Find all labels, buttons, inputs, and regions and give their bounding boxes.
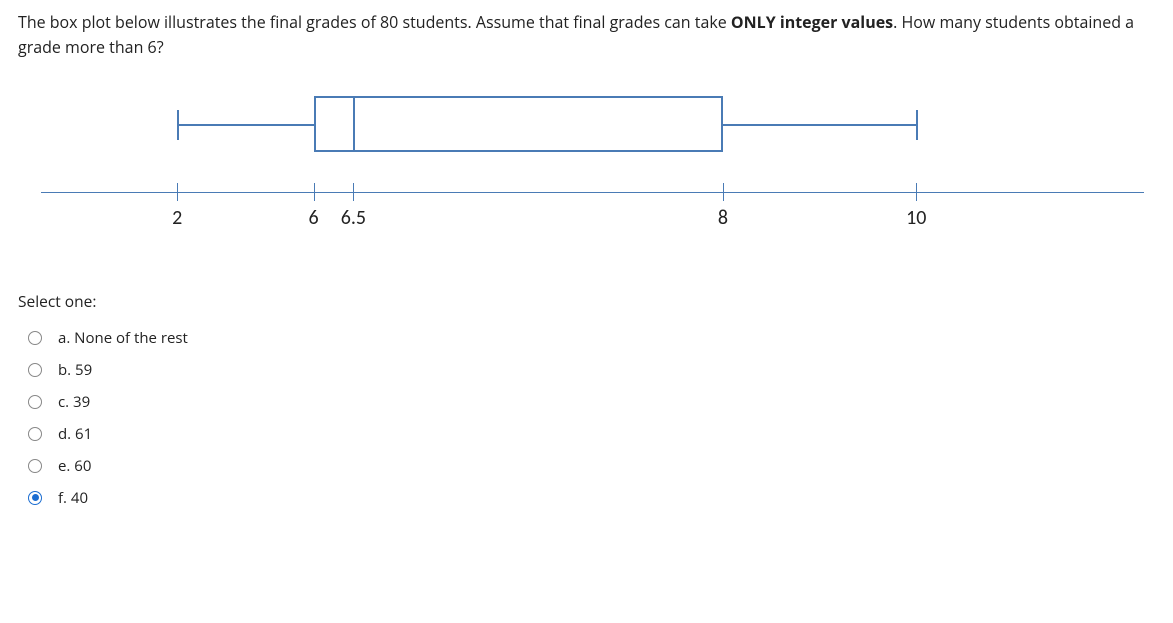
radio-e[interactable] bbox=[28, 459, 42, 473]
whisker-right bbox=[723, 124, 916, 126]
axis-line bbox=[41, 192, 1144, 193]
question-text: The box plot below illustrates the final… bbox=[18, 10, 1155, 60]
option-f[interactable]: f. 40 bbox=[18, 482, 1155, 514]
option-label: f. 40 bbox=[58, 488, 88, 508]
question-pre: The box plot below illustrates the final… bbox=[18, 11, 731, 33]
radio-d[interactable] bbox=[28, 427, 42, 441]
axis-tick bbox=[916, 183, 917, 201]
median-line bbox=[353, 96, 355, 152]
whisker-max-cap bbox=[916, 110, 918, 140]
axis-tick-label: 8 bbox=[718, 206, 728, 230]
answer-block: Select one: a. None of the rest b. 59 c. 3… bbox=[18, 290, 1155, 514]
radio-a[interactable] bbox=[28, 331, 42, 345]
option-label: b. 59 bbox=[58, 360, 92, 380]
select-one-label: Select one: bbox=[18, 290, 1155, 312]
option-a[interactable]: a. None of the rest bbox=[18, 322, 1155, 354]
iqr-box bbox=[314, 96, 723, 152]
whisker-left bbox=[177, 124, 313, 126]
axis-tick-label: 6 bbox=[309, 206, 319, 230]
radio-c[interactable] bbox=[28, 395, 42, 409]
boxplot-figure: 2 6 6.5 8 10 bbox=[18, 70, 1155, 260]
question-bold: ONLY integer values bbox=[731, 11, 893, 33]
option-d[interactable]: d. 61 bbox=[18, 418, 1155, 450]
radio-f[interactable] bbox=[28, 491, 42, 505]
axis-tick-label: 10 bbox=[906, 206, 926, 230]
option-label: d. 61 bbox=[58, 424, 92, 444]
option-label: a. None of the rest bbox=[58, 328, 188, 348]
axis-tick bbox=[723, 183, 724, 201]
option-b[interactable]: b. 59 bbox=[18, 354, 1155, 386]
axis-tick-label: 2 bbox=[172, 206, 182, 230]
axis-tick bbox=[177, 183, 178, 201]
option-e[interactable]: e. 60 bbox=[18, 450, 1155, 482]
radio-b[interactable] bbox=[28, 363, 42, 377]
option-label: e. 60 bbox=[58, 456, 91, 476]
axis-tick-label: 6.5 bbox=[341, 206, 366, 230]
axis-tick bbox=[353, 183, 354, 201]
axis-tick bbox=[314, 183, 315, 201]
option-label: c. 39 bbox=[58, 392, 90, 412]
option-c[interactable]: c. 39 bbox=[18, 386, 1155, 418]
